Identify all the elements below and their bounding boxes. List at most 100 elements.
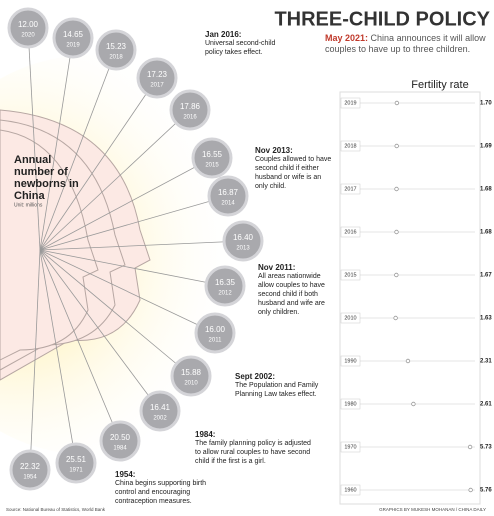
births-value: 22.32: [20, 462, 41, 471]
year-bubble: [99, 420, 141, 462]
fertility-dot: [405, 358, 411, 364]
fertility-dot: [467, 444, 473, 450]
annotation-date: Nov 2011:: [258, 263, 296, 272]
value-label: 2.61: [480, 402, 492, 408]
annotation-text: The Population and Family Planning Law t…: [235, 382, 319, 398]
spoke: [39, 249, 161, 412]
spoke: [39, 195, 229, 251]
births-year: 2016: [183, 115, 197, 121]
births-year: 2015: [205, 163, 219, 169]
value-label: 2.31: [480, 359, 492, 365]
births-value: 15.23: [106, 42, 127, 51]
births-year: 2020: [21, 33, 35, 39]
births-value: 15.88: [181, 368, 202, 377]
year-box: [340, 398, 361, 410]
spoke: [29, 249, 41, 471]
spoke: [39, 249, 226, 287]
faces: [0, 109, 151, 381]
fertility-dot: [394, 229, 399, 235]
value-label: 1.67: [480, 273, 492, 279]
births-year: 2018: [109, 55, 123, 61]
births-value: 25.51: [66, 455, 87, 464]
annotation-text: Universal second-child policy takes effe…: [205, 40, 276, 56]
year-label: 2016: [344, 229, 356, 235]
value-label: 1.68: [480, 187, 492, 193]
year-bubble: [222, 220, 264, 262]
credit: GRAPHICS BY MUKESH MOHANAN / CHINA DAILY: [379, 507, 486, 512]
births-value: 16.35: [215, 278, 236, 287]
births-value: 17.23: [147, 70, 168, 79]
births-year: 1954: [23, 475, 37, 481]
births-value: 16.40: [233, 233, 254, 242]
births-value: 16.00: [205, 325, 226, 334]
value-label: 5.73: [480, 445, 492, 451]
year-box: [340, 183, 361, 195]
year-label: 1970: [344, 444, 356, 450]
births-year: 2017: [150, 83, 164, 89]
year-bubble: [7, 7, 49, 49]
year-bubble: [169, 89, 211, 131]
annotation: 1954: China begins supporting birth contr…: [115, 470, 215, 506]
year-box: [340, 484, 361, 496]
spoke: [39, 49, 117, 251]
annotation: Nov 2011: All areas nationwide allow coup…: [258, 263, 338, 317]
births-year: 2014: [221, 201, 235, 207]
subtitle: May 2021: China announces it will allow …: [325, 33, 490, 55]
value-label: 1.69: [480, 144, 492, 150]
source: Source: National Bureau of Statistics, W…: [6, 507, 106, 512]
chart-frame: [339, 91, 481, 505]
annotation-date: Sept 2002:: [235, 372, 276, 381]
year-box: [340, 441, 361, 453]
value-label: 1.70: [480, 101, 492, 107]
fertility-dot: [468, 487, 473, 493]
annotation-date: 1954:: [115, 470, 136, 479]
births-year: 2010: [184, 381, 198, 387]
births-year: 2002: [153, 416, 167, 422]
year-bubble: [204, 265, 246, 307]
spoke: [39, 249, 216, 334]
year-bubble: [52, 17, 94, 59]
births-value: 16.87: [218, 188, 239, 197]
births-value: 14.65: [63, 30, 84, 39]
annotation: Sept 2002: The Population and Family Plan…: [235, 372, 325, 399]
spoke: [39, 109, 191, 251]
annotation: Nov 2013: Couples allowed to have second …: [255, 146, 335, 191]
year-bubble: [136, 57, 178, 99]
annotation: Jan 2016: Universal second-child policy t…: [205, 30, 295, 57]
births-value: 12.00: [18, 20, 39, 29]
births-value: 20.50: [110, 433, 131, 442]
annotation-text: Couples allowed to have second child if …: [255, 156, 332, 190]
spoke: [39, 77, 158, 251]
annotation-date: Jan 2016:: [205, 30, 242, 39]
annotation-date: 1984:: [195, 430, 216, 439]
annotation-date: Nov 2013:: [255, 146, 293, 155]
year-bubble: [207, 175, 249, 217]
births-year: 2019: [66, 43, 80, 49]
section-title: Annual number of newborns in China: [14, 154, 79, 202]
fertility-dot: [393, 315, 398, 321]
value-label: 1.63: [480, 316, 492, 322]
year-box: [340, 97, 361, 109]
year-label: 1980: [344, 401, 356, 407]
births-year: 1984: [113, 446, 127, 452]
births-year: 2011: [209, 338, 223, 344]
year-bubble: [139, 390, 181, 432]
fertility-dot: [394, 272, 399, 278]
year-bubble: [191, 137, 233, 179]
spoke: [39, 249, 77, 464]
year-bubble: [194, 312, 236, 354]
year-label: 2018: [344, 143, 356, 149]
year-box: [340, 355, 361, 367]
spoke: [39, 37, 74, 251]
year-box: [340, 269, 361, 281]
annotation: 1984: The family planning policy is adjus…: [195, 430, 315, 466]
births-year: 1971: [69, 468, 83, 474]
spoke: [39, 240, 244, 251]
year-label: 2010: [344, 315, 356, 321]
subtitle-text: China announces it will allow couples to…: [325, 33, 486, 54]
fertility-title: Fertility rate: [411, 79, 468, 91]
annotation-text: China begins supporting birth control an…: [115, 480, 207, 505]
annotation-text: The family planning policy is adjusted t…: [195, 440, 311, 465]
births-year: 2012: [218, 291, 232, 297]
